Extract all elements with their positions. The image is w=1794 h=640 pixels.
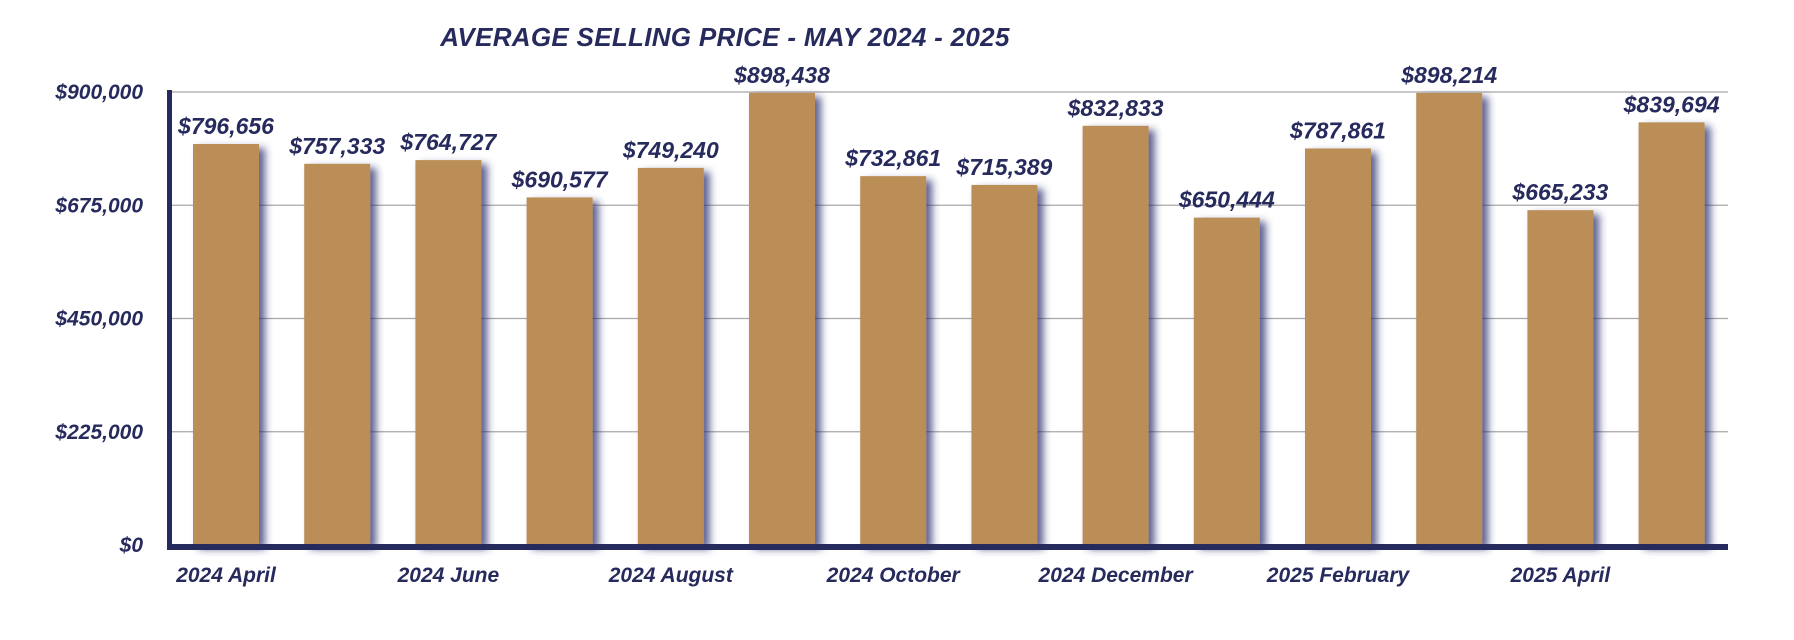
data-label: $764,727 — [399, 129, 497, 155]
x-tick-label: 2024 April — [175, 564, 277, 587]
x-tick-label: 2024 October — [826, 564, 962, 587]
bar — [637, 167, 704, 545]
data-label: $898,438 — [733, 62, 830, 88]
y-tick-label: $675,000 — [54, 194, 143, 217]
bar — [1193, 217, 1260, 545]
bar — [1638, 122, 1705, 546]
bar — [1416, 92, 1483, 545]
y-tick-label: $900,000 — [54, 81, 143, 104]
data-label: $787,861 — [1289, 117, 1386, 143]
bar — [415, 160, 482, 545]
axes — [167, 90, 1728, 550]
bar — [749, 92, 815, 546]
x-tick-label: 2025 February — [1266, 564, 1411, 587]
x-tick-label: 2025 April — [1510, 564, 1612, 587]
data-label: $665,233 — [1511, 179, 1608, 205]
data-label: $650,444 — [1178, 187, 1275, 213]
x-axis-line — [167, 544, 1728, 550]
bar — [1527, 210, 1594, 545]
data-label: $898,214 — [1400, 62, 1497, 88]
bar — [971, 184, 1038, 545]
x-tick-label: 2024 December — [1038, 564, 1195, 587]
chart-title: AVERAGE SELLING PRICE - MAY 2024 - 2025 — [440, 22, 1010, 52]
bar — [304, 163, 371, 545]
bars — [193, 92, 1705, 546]
data-label: $690,577 — [511, 166, 609, 192]
bar — [1082, 125, 1149, 546]
y-tick-label: $225,000 — [54, 421, 143, 444]
x-tick-label: 2024 June — [397, 564, 500, 587]
data-label: $832,833 — [1067, 95, 1164, 121]
y-tick-label: $450,000 — [54, 308, 143, 331]
data-label: $715,389 — [955, 154, 1052, 180]
y-axis-ticks: $0 $225,000 $450,000 $675,000 $900,000 — [54, 81, 143, 557]
bar — [193, 144, 259, 545]
data-label: $749,240 — [622, 137, 719, 163]
y-axis-line — [167, 90, 172, 548]
y-tick-label: $0 — [119, 534, 144, 557]
bar — [1305, 148, 1371, 545]
data-label: $839,694 — [1623, 91, 1720, 117]
x-axis-ticks: 2024 April 2024 June 2024 August 2024 Octob… — [175, 564, 1611, 587]
data-label: $732,861 — [844, 145, 941, 171]
x-tick-label: 2024 August — [608, 564, 734, 587]
data-labels: $796,656 $757,333 $764,727 $690,577 $749,240… — [177, 62, 1720, 213]
bar — [526, 197, 593, 545]
bar — [860, 176, 927, 545]
data-label: $796,656 — [177, 113, 274, 139]
data-label: $757,333 — [288, 133, 385, 159]
